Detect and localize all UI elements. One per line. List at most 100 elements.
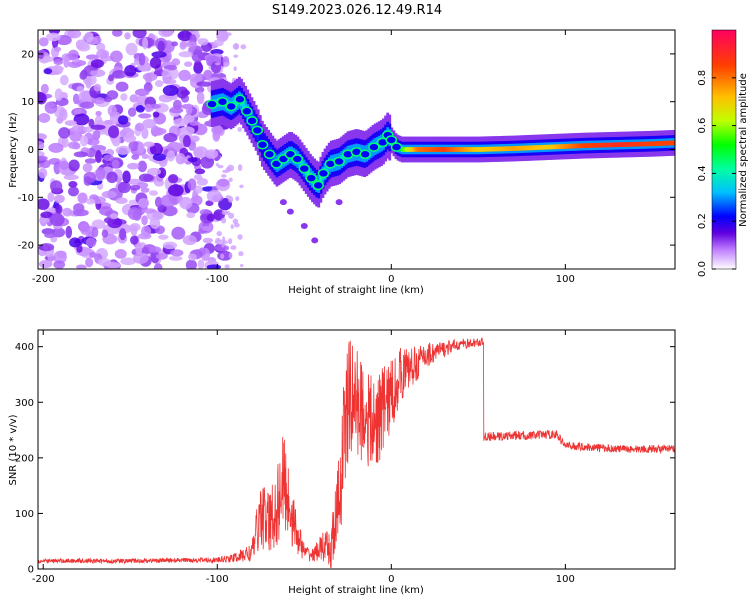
noise-blob <box>237 164 243 172</box>
spectrogram-ylabel: Frequency (Hz) <box>8 112 19 188</box>
noise-blob <box>155 253 168 260</box>
ridge-cell <box>626 142 630 147</box>
noise-blob <box>142 37 149 50</box>
noise-blob <box>227 238 233 245</box>
noise-blob <box>43 207 57 213</box>
ridge-cell <box>488 146 492 152</box>
noise-blob <box>202 237 213 244</box>
noise-blob <box>141 208 157 214</box>
noise-blob <box>73 209 89 217</box>
ridge-cell <box>494 146 498 152</box>
ridge-cell <box>599 142 603 148</box>
y-tick-label: 0 <box>28 145 34 156</box>
ridge-cell <box>492 146 496 152</box>
noise-blob <box>124 64 137 77</box>
noise-blob <box>148 190 159 196</box>
ridge-cell <box>655 141 659 146</box>
noise-blob <box>197 38 209 46</box>
noise-blob <box>85 76 92 89</box>
noise-blob <box>106 171 118 184</box>
ridge-cell <box>453 147 456 152</box>
ridge-cell <box>549 144 552 150</box>
ridge-cell <box>620 142 623 147</box>
noise-blob <box>142 118 157 129</box>
noise-blob <box>127 107 137 117</box>
noise-blob <box>132 252 149 264</box>
ridge-cell <box>463 147 467 152</box>
noise-blob <box>82 162 93 173</box>
ridge-cell <box>601 142 605 148</box>
noise-blob <box>43 68 53 75</box>
noise-blob <box>162 241 178 250</box>
noise-blob <box>58 127 71 139</box>
noise-blob <box>202 69 213 81</box>
ridge-tail <box>300 222 308 229</box>
colorbar-tick-label: 0.8 <box>697 70 708 86</box>
ridge-cell <box>580 143 584 149</box>
ridge-cell <box>645 141 649 147</box>
colorbar-scale <box>711 29 737 270</box>
noise-blob <box>228 212 235 219</box>
noise-blob <box>53 161 62 175</box>
noise-blob <box>93 35 102 45</box>
ridge-cell <box>563 144 567 149</box>
ridge-cell <box>538 145 542 150</box>
ridge-blob <box>317 168 330 179</box>
noise-blob <box>68 141 80 149</box>
ridge-cell <box>574 143 578 149</box>
ridge-cell <box>607 142 611 148</box>
noise-blob <box>162 78 177 85</box>
noise-blob <box>117 181 131 194</box>
noise-blob <box>148 246 162 253</box>
ridge-blob <box>246 116 258 126</box>
noise-blob <box>123 134 137 143</box>
ridge-cell <box>603 142 607 148</box>
noise-blob <box>175 152 186 165</box>
ridge-cell <box>415 147 419 152</box>
ridge-cell <box>448 147 452 152</box>
ridge-cell <box>593 142 596 148</box>
ridge-cell <box>505 146 509 152</box>
noise-blob <box>120 93 128 101</box>
ridge-cell <box>484 146 488 152</box>
ridge-cell <box>628 142 632 147</box>
y-tick-label: 0 <box>28 565 34 576</box>
noise-blob <box>76 86 85 92</box>
noise-blob <box>169 107 184 114</box>
noise-blob <box>106 90 119 100</box>
ridge-cell <box>638 141 642 147</box>
ridge-cell <box>517 145 521 151</box>
noise-blob <box>77 192 88 204</box>
noise-blob <box>65 225 73 239</box>
ridge-blob <box>359 149 371 160</box>
noise-blob <box>40 83 49 94</box>
ridge-cell <box>486 146 490 152</box>
ridge-tail <box>279 199 287 206</box>
noise-blob <box>48 142 64 153</box>
ridge-blob <box>241 106 253 117</box>
noise-blob <box>134 88 150 97</box>
ridge-cell <box>511 146 515 151</box>
ridge-cell <box>434 147 438 152</box>
ridge-blob <box>225 101 237 112</box>
ridge-blob <box>390 142 403 152</box>
noise-blob <box>96 42 106 52</box>
ridge-cell <box>659 141 663 146</box>
ridge-cell <box>588 143 592 148</box>
ridge-cell <box>405 147 408 152</box>
noise-blob <box>44 232 56 239</box>
noise-blob <box>38 155 48 161</box>
noise-blob <box>138 113 152 119</box>
noise-blob <box>58 108 68 121</box>
noise-blob <box>112 30 123 37</box>
ridge-blob <box>333 156 345 167</box>
noise-blob <box>221 36 228 40</box>
ridge-cell <box>482 146 486 152</box>
ridge-cell <box>597 142 601 148</box>
ridge-cell <box>618 142 621 148</box>
ridge-tail <box>335 199 343 206</box>
ridge-cell <box>507 146 511 152</box>
ridge-cell <box>572 143 575 149</box>
noise-blob <box>196 81 212 87</box>
